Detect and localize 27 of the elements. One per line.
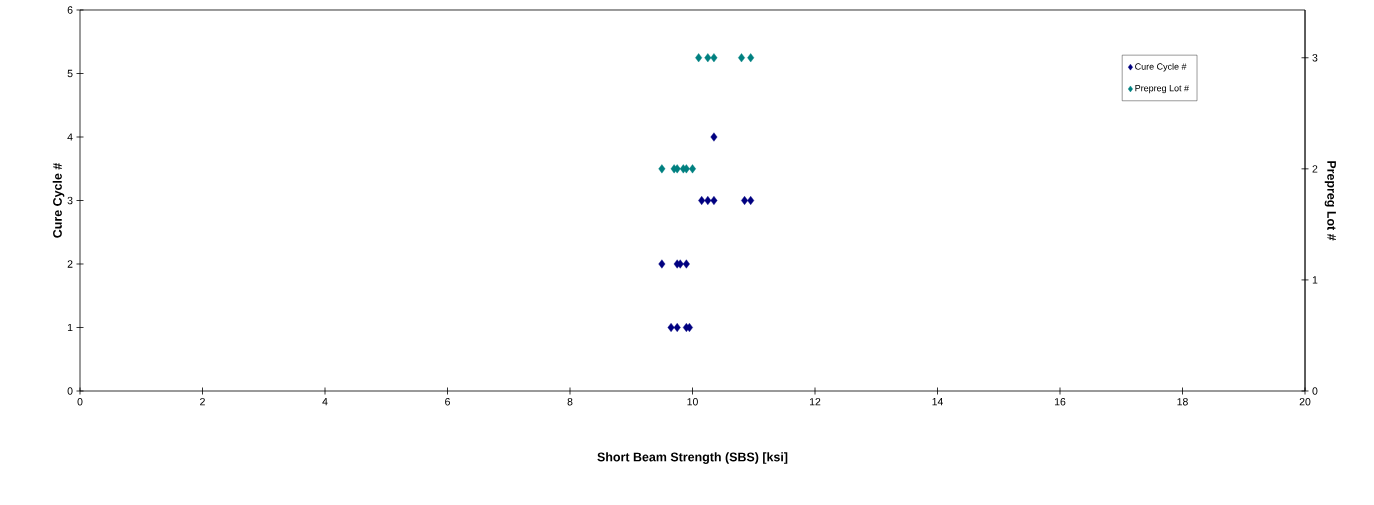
x-tick-label: 4 (322, 398, 328, 406)
x-tick-label: 20 (1299, 398, 1311, 406)
x-tick-label: 10 (687, 398, 698, 406)
x-tick-label: 8 (567, 398, 573, 406)
x-tick-label: 18 (1177, 398, 1188, 406)
x-tick-label: 0 (77, 398, 83, 406)
x-tick-label: 12 (809, 398, 821, 406)
y-tick-label: 3 (67, 196, 73, 205)
y2-tick-label: 1 (1312, 276, 1318, 284)
x-tick-label: 2 (200, 398, 205, 406)
y2-tick-label: 2 (1312, 165, 1318, 173)
legend-label: Cure Cycle # (1135, 63, 1187, 72)
legend-label: Prepreg Lot # (1135, 85, 1189, 94)
x-tick-label: 16 (1054, 398, 1066, 406)
x-tick-label: 6 (445, 398, 450, 406)
y-tick-label: 1 (67, 323, 73, 332)
y-tick-label: 2 (67, 260, 73, 268)
y2-tick-label: 3 (1312, 54, 1318, 62)
y-tick-label: 6 (67, 6, 73, 14)
x-tick-label: 14 (932, 398, 943, 406)
y-axis-title: Cure Cycle # (52, 163, 65, 238)
y2-tick-label: 0 (1312, 387, 1318, 395)
y-tick-label: 5 (67, 69, 73, 78)
y2-axis-title: Prepreg Lot # (1324, 161, 1336, 241)
y-tick-label: 0 (67, 387, 73, 395)
y-tick-label: 4 (67, 133, 73, 141)
x-axis-title: Short Beam Strength (SBS) [ksi] (597, 452, 788, 464)
